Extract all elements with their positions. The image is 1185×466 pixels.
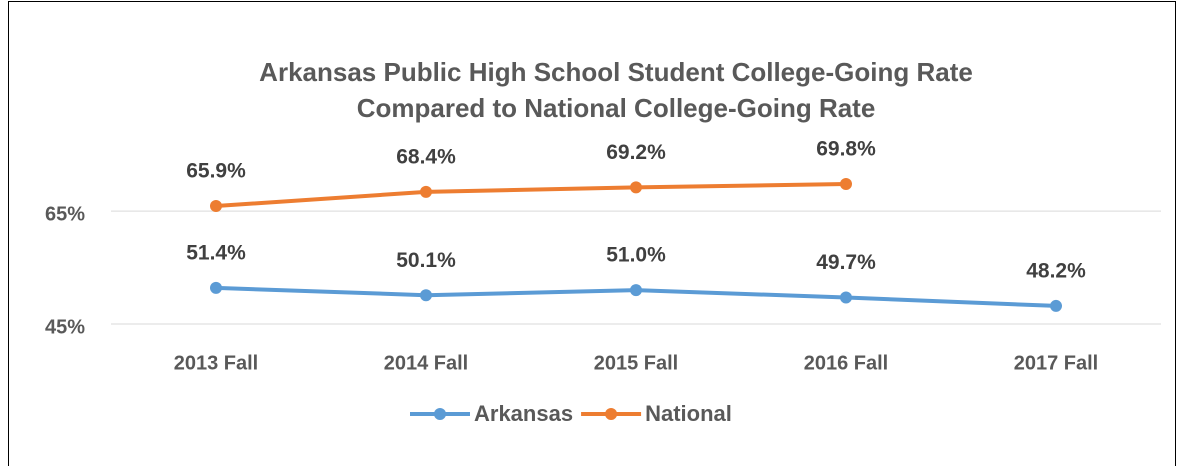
x-tick-label: 2016 Fall [804,352,889,374]
data-label: 51.0% [606,244,666,267]
data-label: 51.4% [186,241,246,264]
chart-title: Compared to National College-Going Rate [357,93,876,123]
data-label: 69.2% [606,141,666,164]
chart-border [8,1,1176,466]
point [1050,299,1062,312]
point [210,281,222,294]
y-tick-label: 45% [45,316,85,338]
data-label: 69.8% [816,138,876,161]
point [420,185,432,198]
y-tick-label: 65% [45,203,85,225]
data-label: 68.4% [396,145,456,168]
x-tick-label: 2015 Fall [594,352,679,374]
series-line [215,182,847,209]
x-tick-label: 2013 Fall [174,352,259,374]
legend-label: National [645,401,732,426]
x-tick-label: 2014 Fall [384,352,469,374]
point [840,291,852,304]
data-label: 50.1% [396,249,456,272]
point [420,289,432,302]
point [630,284,642,297]
legend-label: Arkansas [474,401,573,426]
legend-marker [605,408,618,420]
x-tick-label: 2017 Fall [1014,352,1099,374]
data-label: 48.2% [1026,259,1086,282]
point [210,200,222,213]
data-label: 65.9% [186,160,246,183]
chart-title: Arkansas Public High School Student Coll… [259,57,973,87]
legend-marker [434,408,446,420]
data-label: 49.7% [816,251,876,274]
point [630,181,642,194]
point [840,178,852,190]
